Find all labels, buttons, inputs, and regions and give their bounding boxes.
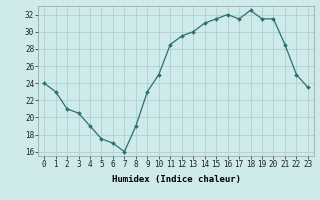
X-axis label: Humidex (Indice chaleur): Humidex (Indice chaleur) bbox=[111, 175, 241, 184]
